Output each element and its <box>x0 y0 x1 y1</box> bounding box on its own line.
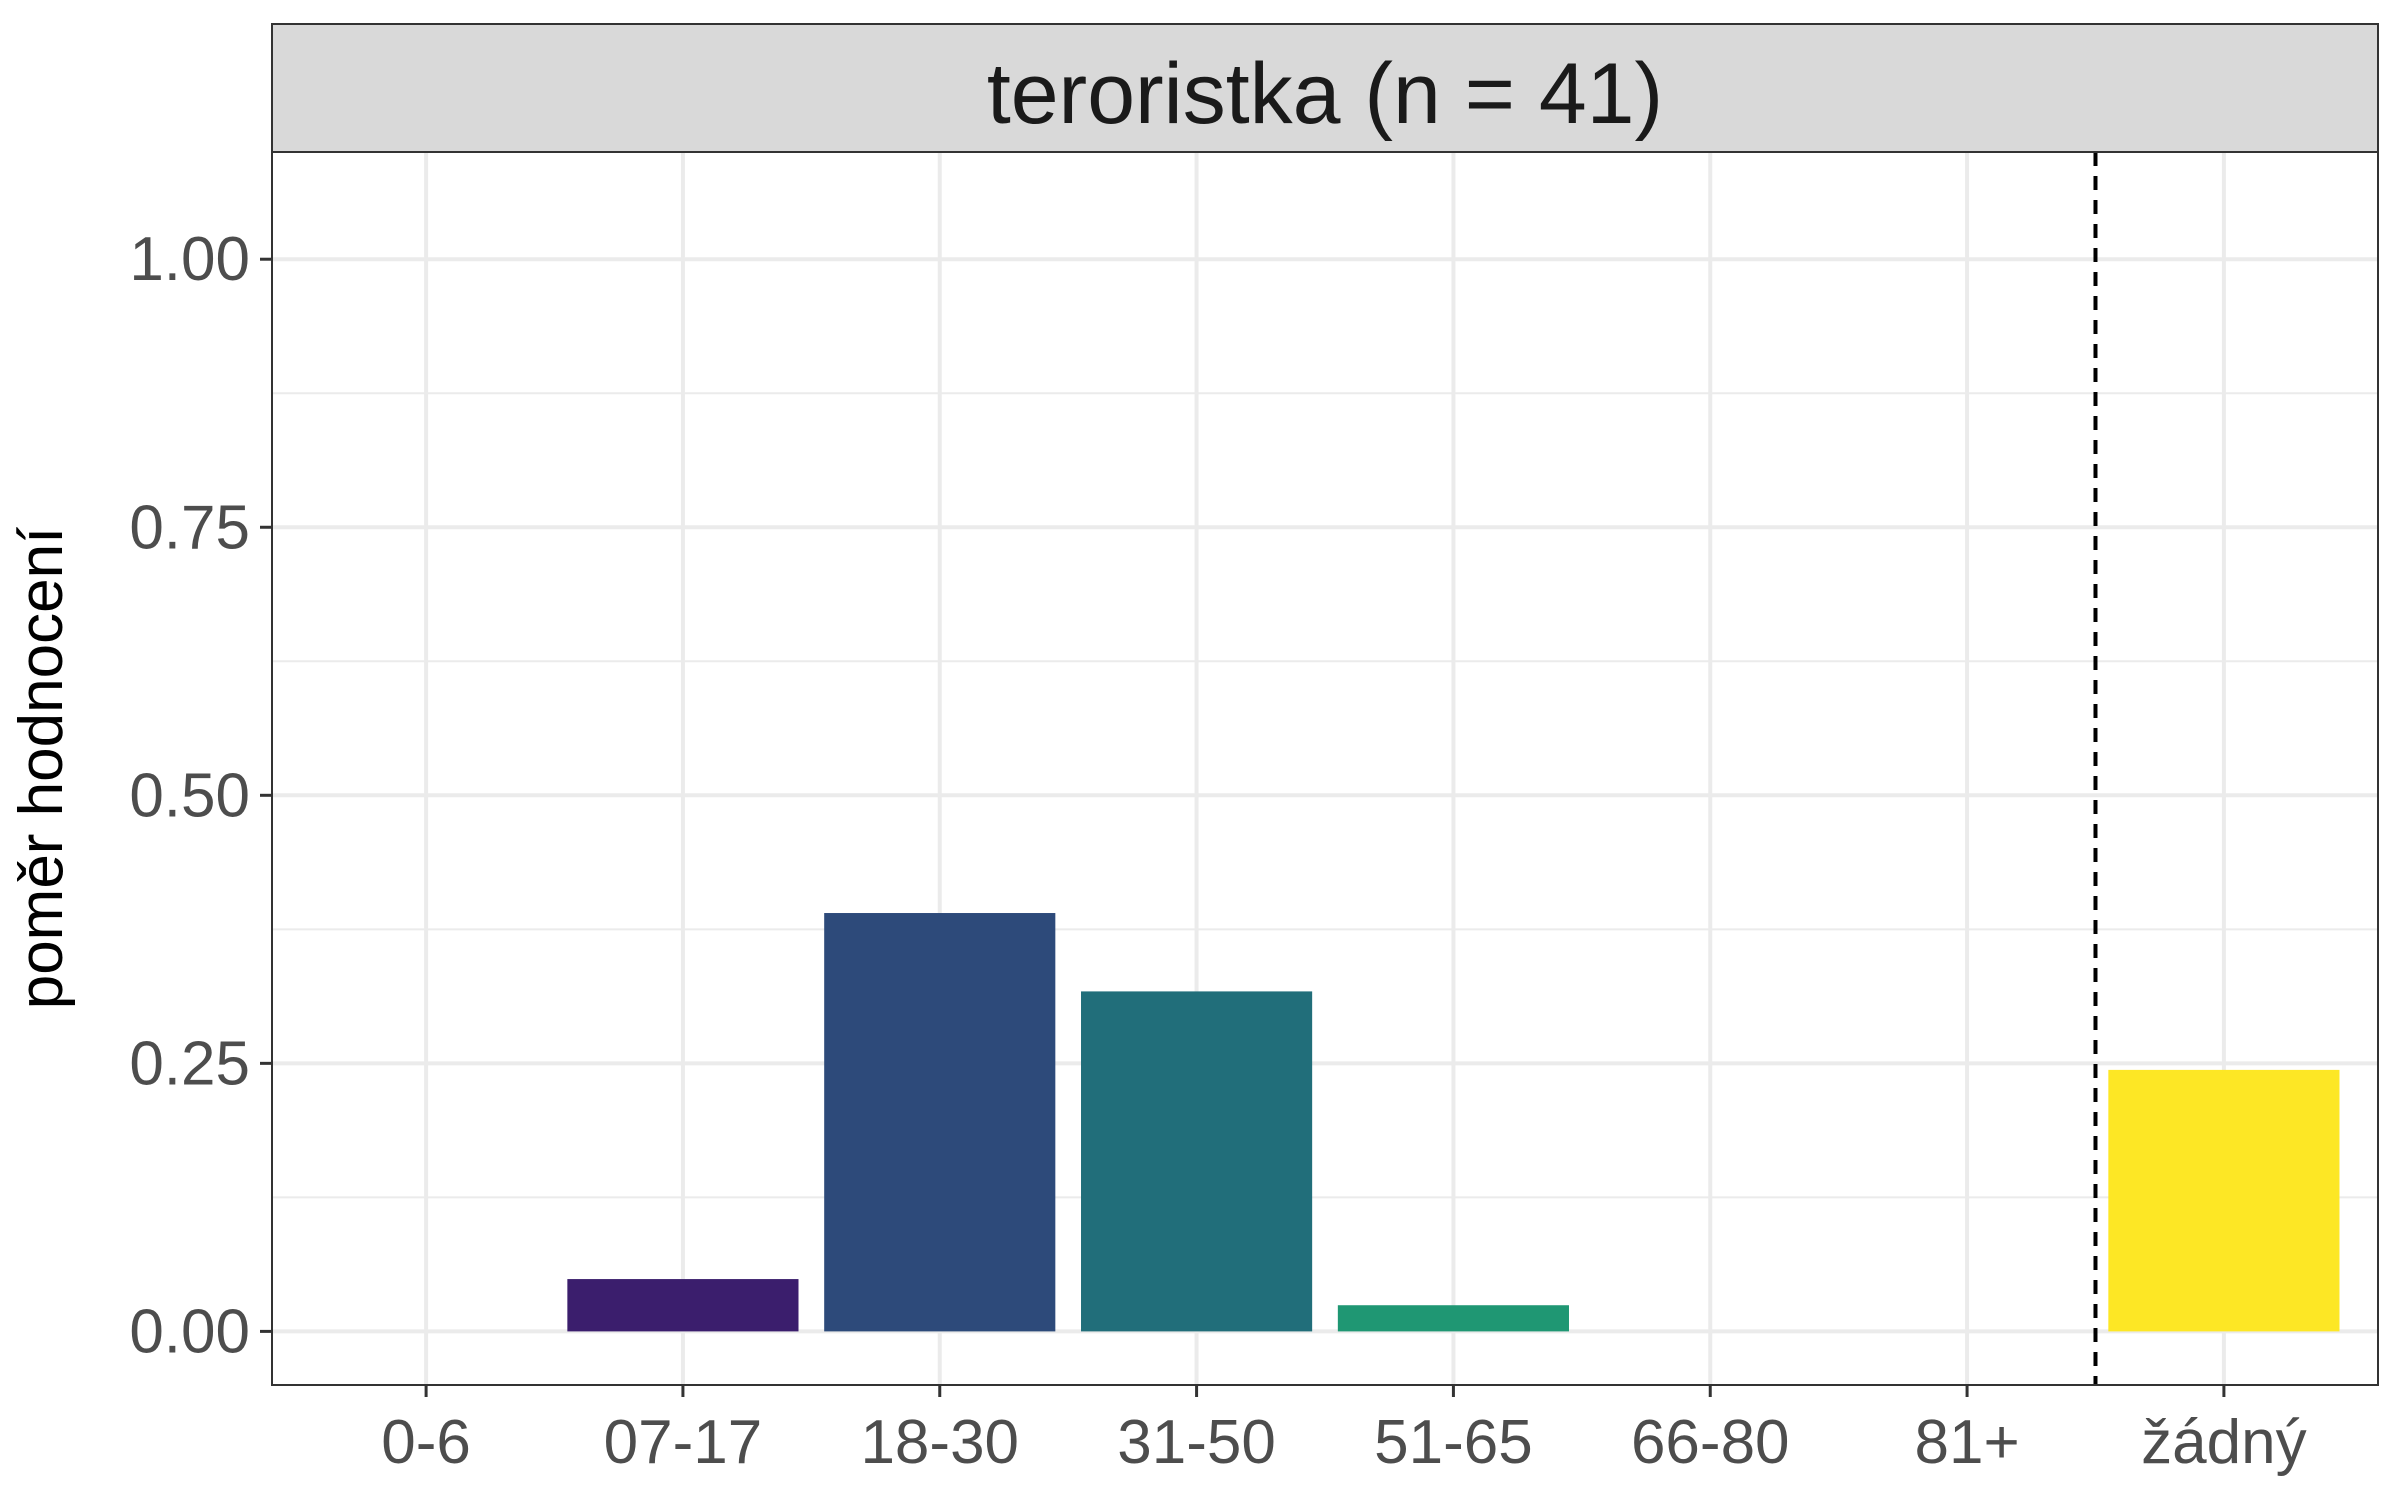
x-tick-label: 18-30 <box>860 1408 1019 1477</box>
x-tick-label: 07-17 <box>604 1408 763 1477</box>
y-axis: 0.00 0.25 0.50 0.75 1.00 <box>129 225 272 1366</box>
x-tick-label: 0-6 <box>381 1408 471 1477</box>
y-tick-label: 0.75 <box>129 493 250 562</box>
x-tick-label: 66-80 <box>1631 1408 1790 1477</box>
minor-gridlines <box>272 392 2378 1199</box>
x-tick-label: žádný <box>2141 1408 2306 1477</box>
y-axis-title: poměr hodnocení <box>7 527 76 1010</box>
plot-background <box>272 152 2378 1385</box>
bar-31-50 <box>1081 991 1313 1332</box>
x-axis: 0-6 07-17 18-30 31-50 51-65 66-80 81+ žádný <box>381 1385 2307 1477</box>
bars <box>567 913 2340 1332</box>
x-tick-label: 31-50 <box>1117 1408 1276 1477</box>
bar-51-65 <box>1337 1305 1569 1332</box>
x-tick-label: 51-65 <box>1374 1408 1533 1477</box>
y-tick-label: 0.00 <box>129 1297 250 1366</box>
y-tick-label: 0.50 <box>129 761 250 830</box>
facet-title: teroristka (n = 41) <box>987 46 1663 142</box>
facet-strip <box>271 23 2379 153</box>
x-tick-label: 81+ <box>1914 1408 2019 1477</box>
y-tick-label: 1.00 <box>129 225 250 294</box>
bar-18-30 <box>824 913 1056 1332</box>
y-tick-label: 0.25 <box>129 1029 250 1098</box>
bar-žádný <box>2108 1069 2340 1332</box>
bar-07-17 <box>567 1279 799 1332</box>
